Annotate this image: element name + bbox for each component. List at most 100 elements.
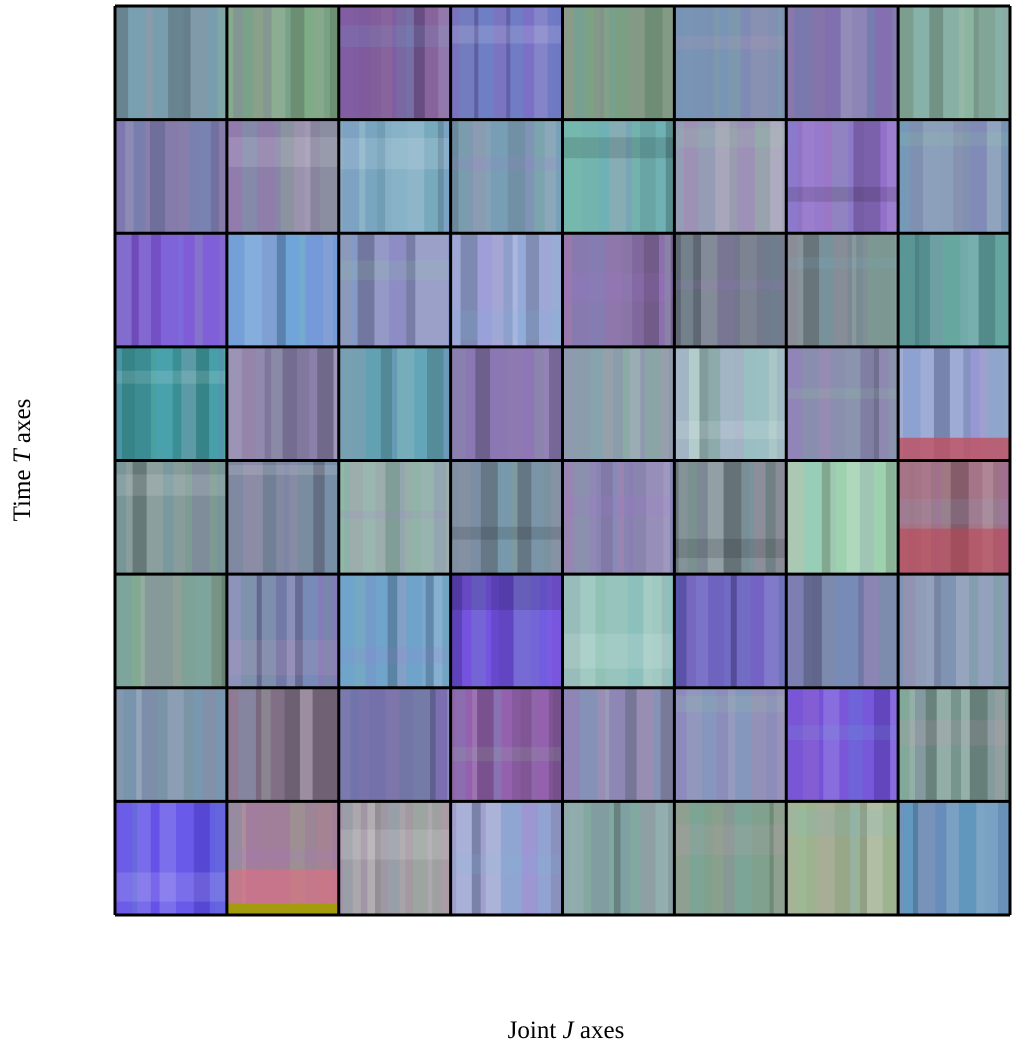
tile-stripe [503,233,513,347]
tile-fill [786,687,899,802]
tile-stripe [385,460,400,575]
tile-fill [674,233,787,347]
tile-fill [786,801,899,915]
tile-stripe [682,6,694,120]
tile-stripe [1002,6,1010,120]
tile-fill [898,119,1010,234]
tile-stripe [716,687,729,802]
tile-fill [338,574,451,688]
tile-stripe [834,574,846,688]
tile-band [226,465,339,475]
tile-stripe [839,687,849,802]
tile-stripe [475,346,491,461]
tile-stripe [329,6,338,120]
tile [450,460,563,575]
tile-stripe [517,233,526,347]
tile-band [115,872,227,902]
tile-stripe [297,346,310,461]
tile-stripe [767,6,778,120]
tile-stripe [995,6,1003,120]
tile-stripe [354,6,359,120]
tile-stripe [544,460,552,575]
tile-band [115,370,227,384]
tile-band [338,510,451,519]
tile-stripe [583,801,592,915]
tile-stripe [497,460,511,575]
tile-stripe [253,6,264,120]
tile-stripe [797,233,804,347]
tile [562,119,675,234]
tile-stripe [620,574,628,688]
tile [786,801,899,915]
tile-fill [786,574,899,688]
tile [450,346,563,461]
tile-stripe [955,574,970,688]
tile-stripe [750,6,768,120]
tile-stripe [362,460,376,575]
tile-stripe [729,119,738,234]
tile-band [674,420,787,439]
tile-stripe [848,687,863,802]
tile-stripe [159,574,173,688]
tile-stripe [998,801,1008,915]
tile-stripe [830,346,845,461]
tile-stripe [776,346,787,461]
tile-stripe [397,346,415,461]
tile-stripe [199,119,211,234]
tile-stripe [674,574,687,688]
tile-stripe [628,460,634,575]
tile-stripe [825,6,841,120]
tile [562,233,675,347]
tile-stripe [658,233,665,347]
tile-stripe [754,119,771,234]
tile-stripe [405,6,414,120]
tile [450,6,563,120]
tile [562,460,675,575]
tile-stripe [550,801,563,915]
tile-stripe [914,460,922,575]
tile-stripe [661,574,668,688]
tile-stripe [513,574,531,688]
tile-band [786,725,899,741]
tile-stripe [491,233,504,347]
tile [115,460,227,575]
tile-stripe [575,346,591,461]
tile-stripe [537,801,551,915]
tile-stripe [961,687,970,802]
tile [786,687,899,802]
tile-stripe [441,801,451,915]
tile-fill [562,687,675,802]
tile-stripe [781,6,787,120]
tile-stripe [539,574,547,688]
tile-band [226,137,339,167]
tile [674,346,787,461]
tile-stripe [432,801,442,915]
tile-stripe [157,687,168,802]
tile-stripe [995,233,1010,347]
tile-stripe [217,6,226,120]
tile-stripe [343,119,360,234]
tile [786,119,899,234]
tile-stripe [950,687,962,802]
tile [115,346,227,461]
tile-stripe [547,6,555,120]
tile-stripe [620,801,630,915]
tile-stripe [915,574,927,688]
tile-stripe [847,233,853,347]
x-axis-label: Joint J axes [508,1017,625,1044]
tile-stripe [821,460,831,575]
tile-stripe [612,346,623,461]
tile-stripe [903,574,916,688]
tile-stripe [605,233,622,347]
tile-stripe [941,460,951,575]
tile-stripe [454,687,466,802]
tile-stripe [596,460,601,575]
tile-band [786,388,899,399]
tile-stripe [115,119,126,234]
tile-stripe [324,6,330,120]
tile-stripe [115,233,132,347]
tile-band [338,260,451,281]
tile-stripe [873,460,886,575]
tile-stripe [149,119,166,234]
tile-stripe [160,233,178,347]
